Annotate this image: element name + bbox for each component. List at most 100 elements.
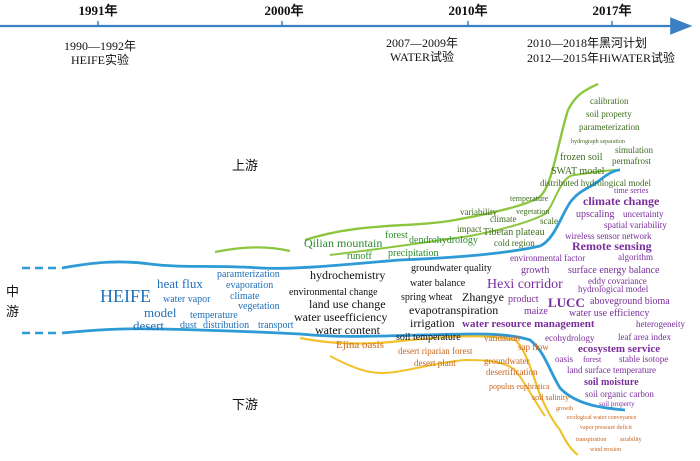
- keyword: wireless sensor network: [565, 231, 652, 241]
- year-label-2000: 2000年: [264, 3, 303, 18]
- keyword: spatial variability: [604, 220, 667, 230]
- event-water-dates: 2007—2009年: [386, 36, 458, 50]
- keyword: precipitation: [388, 248, 439, 259]
- keyword: frozen soil: [560, 152, 603, 163]
- keyword: spring wheat: [401, 292, 453, 303]
- orange-keywords: Ejina oasis desert riparian forest deser…: [336, 333, 642, 453]
- keyword: growth: [556, 406, 573, 412]
- keyword: product: [508, 294, 539, 305]
- keyword: soil temperature: [396, 332, 461, 343]
- keyword: ariability: [620, 437, 642, 443]
- year-label-2017: 2017年: [592, 3, 631, 18]
- keyword: dendrohydrology: [409, 235, 478, 246]
- keyword: climate: [230, 291, 260, 302]
- keyword: soil organic carbon: [585, 389, 654, 399]
- keyword: scale: [540, 216, 558, 226]
- keyword: model: [144, 305, 177, 320]
- upstream-band-bottom: [329, 169, 618, 256]
- green-keywords: Qilian mountain runoff forest dendrohydr…: [304, 96, 653, 262]
- upstream-band-left: [214, 246, 291, 254]
- keyword: uncertainty: [623, 209, 664, 219]
- keyword: forest: [583, 355, 602, 364]
- keyword: Remote sensing: [572, 239, 652, 253]
- event-water-name: WATER试验: [390, 49, 454, 64]
- keyword: impact: [457, 224, 482, 234]
- keyword: temperature: [510, 194, 549, 203]
- keyword: calibration: [590, 96, 629, 106]
- keyword: vegetation: [238, 301, 280, 312]
- keyword: LUCC: [548, 295, 585, 310]
- keyword: soil moisture: [584, 377, 639, 388]
- keyword: Ejina oasis: [336, 339, 384, 351]
- keyword: soil salinity: [532, 393, 569, 402]
- region-midstream-label-2: 游: [6, 304, 19, 319]
- keyword: vegetation: [516, 207, 549, 216]
- keyword: water resource management: [462, 318, 595, 330]
- keyword: maize: [524, 306, 548, 317]
- keyword: validation: [484, 333, 520, 343]
- keyword: hydrological model: [578, 284, 649, 294]
- keyword: oasis: [555, 354, 573, 364]
- keyword: Hexi corridor: [487, 277, 563, 292]
- midstream-band-bottom: [61, 327, 626, 412]
- keyword: leaf area index: [618, 332, 671, 342]
- keyword: water content: [315, 323, 381, 337]
- keyword: heat flux: [157, 276, 203, 291]
- keyword: Qilian mountain: [304, 236, 382, 250]
- keyword: ecohydrology: [545, 333, 595, 343]
- keyword: sap flow: [518, 342, 549, 352]
- keyword: ecological water conveyance: [567, 415, 637, 421]
- keyword: desert: [133, 318, 164, 333]
- event-heife-name: HEIFE实验: [71, 52, 129, 67]
- keyword: climate change: [583, 194, 660, 208]
- keyword: forest: [385, 230, 408, 241]
- keyword: surface energy balance: [568, 265, 660, 276]
- keyword: hydrograph separation: [571, 139, 625, 145]
- keyword: land surface temperature: [567, 365, 656, 375]
- keyword: dust: [180, 320, 197, 331]
- keyword: wind erosion: [590, 447, 621, 453]
- region-upstream-label: 上游: [232, 158, 258, 173]
- keyword: vapor pressure deficit: [580, 424, 632, 431]
- year-label-1991: 1991年: [78, 3, 117, 18]
- keyword: land use change: [309, 297, 386, 311]
- keyword: environmental factor: [510, 253, 585, 263]
- keyword: groundwater: [484, 356, 529, 366]
- keyword: evaporation: [226, 280, 273, 291]
- keyword: runoff: [347, 251, 372, 262]
- keyword: transport: [258, 320, 294, 331]
- keyword: variability: [460, 207, 497, 217]
- keyword: irrigation: [410, 316, 455, 330]
- keyword: populus euphratica: [489, 382, 550, 391]
- keyword: desert riparian forest: [398, 346, 473, 356]
- event-heihe-plan: 2010—2018年黑河计划: [527, 36, 647, 50]
- keyword: simulation: [615, 145, 653, 155]
- keyword: stable isotope: [619, 354, 668, 364]
- keyword: heterogeneity: [636, 319, 685, 329]
- keyword: parameterization: [579, 122, 640, 132]
- keyword: environmental change: [289, 287, 378, 298]
- blue-keywords: HEIFE heat flux water vapor model desert…: [100, 269, 294, 333]
- keyword: Tibetan plateau: [483, 227, 545, 238]
- midstream-band-top: [61, 168, 621, 270]
- keyword: HEIFE: [100, 286, 151, 306]
- event-heife-dates: 1990—1992年: [64, 39, 136, 53]
- keyword: Zhangye: [462, 290, 504, 304]
- keyword: distribution: [203, 320, 249, 331]
- keyword: eddy covariance: [588, 276, 647, 286]
- keyword: aboveground bioma: [590, 296, 670, 307]
- keyword: water balance: [410, 278, 466, 289]
- keyword: permafrost: [612, 156, 651, 166]
- upstream-band-top: [304, 82, 599, 242]
- keyword: paramterization: [217, 269, 280, 280]
- keyword: SWAT model: [551, 166, 605, 177]
- keyword: soil property: [599, 400, 635, 408]
- keyword: cold region: [494, 238, 535, 248]
- region-midstream-label-1: 中: [6, 284, 19, 299]
- keyword: distributed hydrological model: [540, 178, 651, 188]
- region-downstream-label: 下游: [232, 397, 258, 412]
- downstream-band-bottom: [329, 355, 546, 417]
- keyword: desertification: [486, 367, 538, 377]
